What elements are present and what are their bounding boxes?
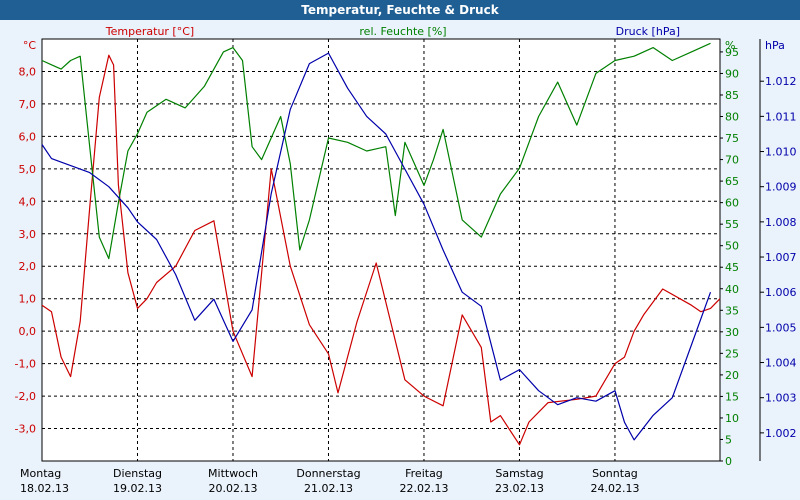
x-date-label: 23.02.13 (495, 482, 544, 495)
x-day-label: Mittwoch (208, 467, 258, 480)
humidity-tick-label: 5 (725, 433, 732, 446)
humidity-tick-label: 85 (725, 89, 739, 102)
humidity-series-line (41, 42, 711, 260)
x-day-label: Donnerstag (296, 467, 360, 480)
humidity-tick-label: 15 (725, 390, 739, 403)
temperature-tick-label: 4,0 (19, 195, 37, 208)
pressure-unit-label: hPa (765, 39, 785, 52)
humidity-tick-label: 10 (725, 412, 739, 425)
temperature-series-line (41, 54, 721, 446)
humidity-tick-label: 30 (725, 326, 739, 339)
temperature-tick-label: 5,0 (19, 163, 37, 176)
title-bar: Temperatur, Feuchte & Druck (0, 0, 800, 20)
pressure-tick-label: 1.010 (765, 146, 797, 159)
pressure-tick-label: 1.011 (765, 110, 797, 123)
pressure-tick-label: 1.012 (765, 75, 797, 88)
humidity-tick-label: 55 (725, 218, 739, 231)
x-day-label: Freitag (405, 467, 443, 480)
humidity-tick-label: 90 (725, 67, 739, 80)
pressure-tick-label: 1.002 (765, 427, 797, 440)
temperature-tick-label: 1,0 (19, 293, 37, 306)
x-date-label: 19.02.13 (113, 482, 162, 495)
x-day-label: Samstag (495, 467, 543, 480)
plot-area (41, 38, 721, 462)
temperature-tick-label: -2,0 (15, 390, 36, 403)
humidity-tick-label: 20 (725, 369, 739, 382)
temperature-unit-label: °C (23, 39, 37, 52)
x-date-label: 24.02.13 (590, 482, 639, 495)
pressure-series-line (41, 52, 712, 441)
x-date-label: 22.02.13 (399, 482, 448, 495)
pressure-tick-label: 1.004 (765, 357, 797, 370)
humidity-tick-label: 40 (725, 283, 739, 296)
humidity-tick-label: 70 (725, 154, 739, 167)
pressure-tick-label: 1.009 (765, 181, 797, 194)
temperature-tick-label: 2,0 (19, 260, 37, 273)
temperature-tick-label: 3,0 (19, 228, 37, 241)
humidity-tick-label: 80 (725, 111, 739, 124)
x-day-label: Sonntag (592, 467, 638, 480)
temperature-tick-label: 7,0 (19, 98, 37, 111)
temperature-axis-title: Temperatur [°C] (105, 25, 194, 38)
humidity-unit-label: % (725, 39, 735, 52)
humidity-tick-label: 65 (725, 175, 739, 188)
temperature-tick-label: 8,0 (19, 65, 37, 78)
humidity-tick-label: 95 (725, 46, 739, 59)
temperature-tick-label: 6,0 (19, 130, 37, 143)
humidity-tick-label: 50 (725, 240, 739, 253)
humidity-tick-label: 75 (725, 132, 739, 145)
humidity-tick-label: 25 (725, 347, 739, 360)
x-date-label: 18.02.13 (20, 482, 69, 495)
humidity-axis-title: rel. Feuchte [%] (359, 25, 446, 38)
pressure-tick-label: 1.008 (765, 216, 797, 229)
humidity-tick-label: 0 (725, 455, 732, 468)
temperature-tick-label: -1,0 (15, 358, 36, 371)
humidity-tick-label: 45 (725, 261, 739, 274)
x-date-label: 21.02.13 (304, 482, 353, 495)
temperature-tick-label: -3,0 (15, 423, 36, 436)
x-date-label: 20.02.13 (208, 482, 257, 495)
pressure-tick-label: 1.006 (765, 286, 797, 299)
x-day-label: Dienstag (113, 467, 162, 480)
chart-title: Temperatur, Feuchte & Druck (301, 3, 499, 17)
pressure-tick-label: 1.003 (765, 392, 797, 405)
weather-chart: -3,0 -2,0 -1,0 0,0 1,0 2,0 3,0 4,0 5,0 6,0 7,0 8,0 °… (15, 25, 797, 495)
x-day-label: Montag (20, 467, 61, 480)
temperature-tick-label: 0,0 (19, 325, 37, 338)
pressure-axis-title: Druck [hPa] (616, 25, 680, 38)
pressure-tick-label: 1.005 (765, 321, 797, 334)
humidity-tick-label: 35 (725, 304, 739, 317)
humidity-tick-label: 60 (725, 197, 739, 210)
pressure-tick-label: 1.007 (765, 251, 797, 264)
